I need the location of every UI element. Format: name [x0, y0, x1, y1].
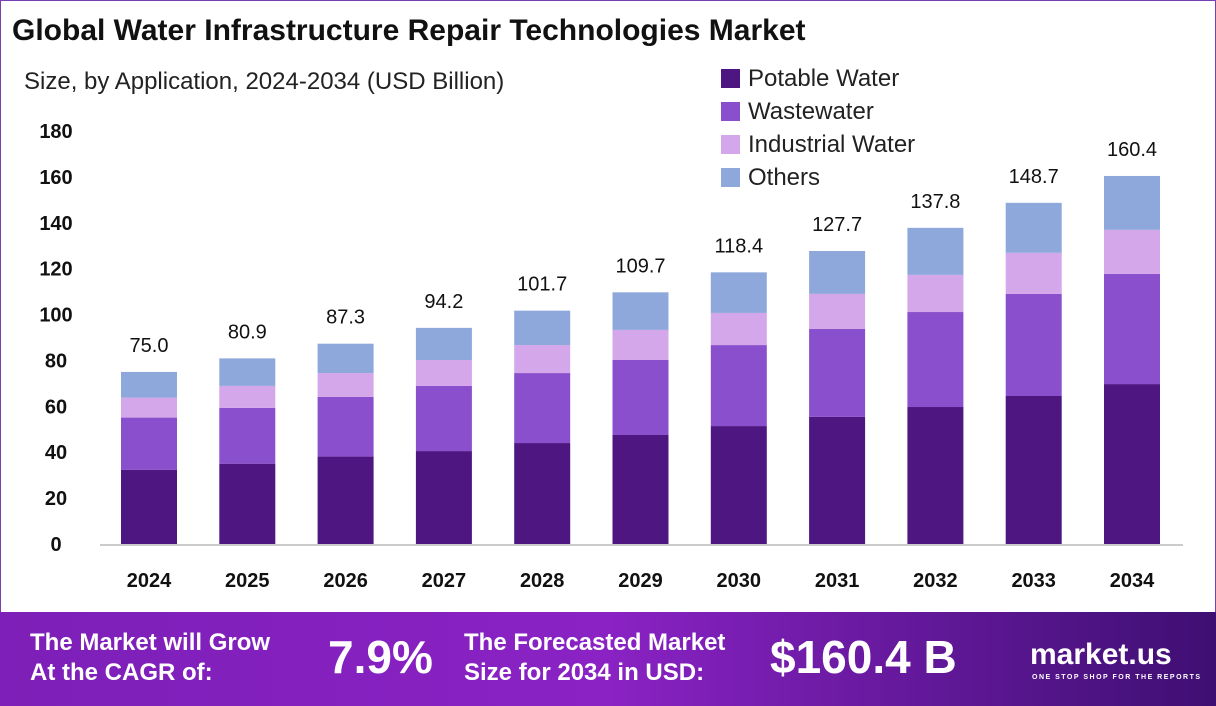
legend-item-others: Others	[721, 161, 915, 194]
forecast-value: $160.4 B	[770, 631, 957, 683]
y-tick-label: 80	[45, 350, 67, 372]
x-tick-label: 2029	[618, 570, 663, 592]
legend-label: Industrial Water	[748, 130, 916, 158]
bar-segment-wastewater	[317, 396, 374, 457]
bar-segment-industrial-water	[514, 345, 571, 374]
total-data-label: 118.4	[715, 235, 764, 257]
y-tick-label: 180	[39, 121, 72, 143]
y-tick-label: 160	[39, 167, 72, 189]
bar-segment-potable-water	[219, 463, 276, 544]
y-tick-label: 60	[45, 396, 67, 418]
x-tick-label: 2028	[520, 570, 565, 592]
chart-subtitle: Size, by Application, 2024-2034 (USD Bil…	[24, 68, 505, 95]
bar-segment-others	[1005, 202, 1062, 253]
bar-segment-wastewater	[121, 417, 177, 470]
total-data-label: 80.9	[228, 321, 267, 343]
bar-segment-others	[907, 227, 964, 275]
bar-segment-industrial-water	[121, 397, 177, 418]
footer-banner: The Market will Grow At the CAGR of: 7.9%…	[0, 612, 1216, 706]
bar-segment-potable-water	[809, 416, 866, 544]
bar-segment-industrial-water	[219, 385, 276, 408]
bar-segment-others	[809, 250, 866, 294]
brand-tagline: ONE STOP SHOP FOR THE REPORTS	[1032, 674, 1202, 681]
bar-segment-industrial-water	[612, 329, 669, 360]
total-data-label: 87.3	[326, 307, 365, 329]
x-tick-label: 2032	[913, 570, 958, 592]
bar-segment-wastewater	[415, 385, 472, 452]
bar-segment-industrial-water	[907, 274, 964, 313]
total-data-label: 137.8	[910, 191, 960, 213]
brand-logo: market.us	[1030, 638, 1172, 671]
x-tick-label: 2027	[422, 570, 467, 592]
bar-segment-others	[612, 292, 669, 330]
legend-swatch	[721, 168, 740, 187]
bar-segment-wastewater	[1104, 273, 1160, 385]
x-tick-label: 2030	[717, 570, 762, 592]
x-tick-label: 2034	[1110, 570, 1155, 592]
bar-segment-others	[1104, 175, 1160, 230]
bar-segment-wastewater	[219, 407, 276, 464]
bar-segment-industrial-water	[415, 359, 472, 386]
forecast-label: The Forecasted Market Size for 2034 in US…	[464, 629, 726, 686]
bar-segment-potable-water	[612, 435, 669, 544]
legend-swatch	[721, 102, 740, 121]
y-tick-label: 120	[39, 259, 72, 281]
x-tick-label: 2025	[225, 570, 270, 592]
legend-item-industrial: Industrial Water	[721, 128, 915, 161]
legend-swatch	[721, 69, 740, 88]
bar-segment-wastewater	[710, 345, 767, 427]
bar-chart: 0 20 40 60 80 100 120 140 160 180 75.0 2024 80.9 2025…	[39, 121, 1183, 592]
legend: Potable Water Wastewater Industrial Wate…	[721, 62, 915, 194]
legend-label: Wastewater	[748, 97, 874, 125]
total-data-label: 160.4	[1107, 139, 1157, 161]
legend-item-potable: Potable Water	[721, 62, 915, 95]
y-tick-label: 20	[45, 488, 67, 510]
bar-segment-industrial-water	[317, 373, 374, 397]
bar-segment-potable-water	[907, 407, 964, 544]
x-tick-label: 2024	[127, 570, 172, 592]
bar-segment-potable-water	[121, 469, 177, 544]
total-data-label: 109.7	[615, 255, 665, 277]
y-tick-label: 100	[39, 305, 72, 327]
bar-segment-wastewater	[809, 329, 866, 417]
bar-segment-potable-water	[710, 426, 767, 544]
bar-segment-potable-water	[317, 456, 374, 544]
bar-segment-industrial-water	[1005, 252, 1062, 294]
bar-segment-wastewater	[1005, 293, 1062, 397]
x-tick-label: 2031	[815, 570, 860, 592]
x-tick-label: 2033	[1011, 570, 1056, 592]
legend-label: Potable Water	[748, 64, 900, 92]
total-data-label: 101.7	[517, 274, 567, 296]
legend-label: Others	[748, 163, 821, 191]
total-data-label: 75.0	[130, 335, 169, 357]
x-tick-label: 2026	[323, 570, 368, 592]
bar-segment-potable-water	[514, 443, 571, 544]
bar-segment-others	[219, 358, 276, 386]
bar-segment-others	[415, 327, 472, 360]
bar-segment-others	[710, 272, 767, 313]
bar-segment-others	[121, 371, 177, 398]
bar-segment-others	[317, 343, 374, 374]
y-tick-label: 140	[39, 213, 72, 235]
total-data-label: 127.7	[812, 214, 862, 236]
bar-segment-potable-water	[1104, 384, 1160, 544]
total-data-label: 148.7	[1009, 166, 1059, 188]
legend-item-wastewater: Wastewater	[721, 95, 915, 128]
bar-segment-industrial-water	[1104, 229, 1160, 274]
cagr-value: 7.9%	[328, 631, 433, 683]
legend-swatch	[721, 135, 740, 154]
total-data-label: 94.2	[424, 291, 463, 313]
bar-segment-potable-water	[1005, 396, 1062, 544]
y-tick-label: 40	[45, 442, 67, 464]
chart-title: Global Water Infrastructure Repair Techn…	[12, 14, 806, 47]
y-tick-label: 0	[50, 534, 61, 556]
bar-segment-potable-water	[415, 451, 472, 544]
bar-segment-wastewater	[907, 312, 964, 408]
bar-segment-wastewater	[514, 373, 571, 444]
bar-segment-industrial-water	[809, 293, 866, 330]
bar-segment-industrial-water	[710, 312, 767, 346]
bar-segment-others	[514, 310, 571, 346]
cagr-label: The Market will Grow At the CAGR of:	[30, 629, 271, 686]
bar-segment-wastewater	[612, 359, 669, 436]
